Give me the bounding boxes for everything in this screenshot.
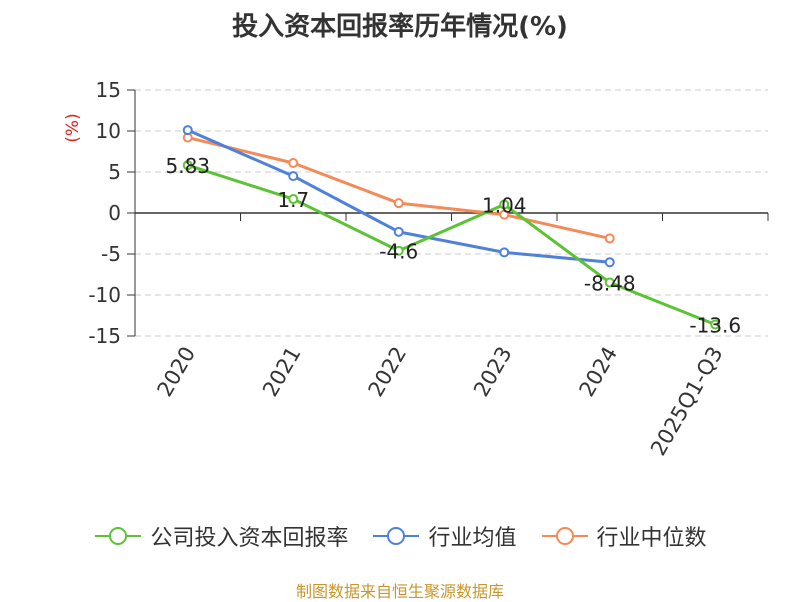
data-point-industry-mean xyxy=(604,257,615,268)
data-point-industry-mean xyxy=(182,125,193,136)
x-tick-label: 2021 xyxy=(258,343,306,401)
chart-title: 投入资本回报率历年情况(%) xyxy=(232,12,568,42)
legend: 公司投入资本回报率 行业均值 行业中位数 xyxy=(0,520,800,552)
data-point-industry-mean xyxy=(288,171,299,182)
legend-marker-industry-median xyxy=(541,527,588,545)
data-point-industry-median xyxy=(604,233,615,244)
data-point-industry-median xyxy=(288,157,299,168)
data-point-company xyxy=(604,277,615,288)
y-axis-label: (%) xyxy=(63,113,83,142)
x-tick-label: 2022 xyxy=(364,343,412,401)
legend-marker-company xyxy=(95,527,142,545)
legend-label-industry-mean: 行业均值 xyxy=(428,526,517,551)
data-point-company xyxy=(393,245,404,256)
y-tick-label: -10 xyxy=(88,283,121,307)
series-line-industry-median xyxy=(187,136,611,240)
data-point-company xyxy=(182,160,193,171)
x-tick-label: 2020 xyxy=(153,343,201,401)
y-tick-label: 5 xyxy=(108,160,121,184)
legend-label-industry-median: 行业中位数 xyxy=(596,526,707,551)
y-tick-label: 0 xyxy=(108,201,121,225)
data-label: 1.7 xyxy=(277,188,309,212)
legend-marker-industry-mean xyxy=(373,527,420,545)
x-tick-label: 2025Q1-Q3 xyxy=(646,343,728,460)
data-label: -13.6 xyxy=(689,314,741,338)
x-tick-label: 2024 xyxy=(575,343,623,401)
legend-item-industry-mean[interactable]: 行业均值 xyxy=(371,520,517,552)
legend-item-company[interactable]: 公司投入资本回报率 xyxy=(93,520,348,552)
y-tick-label: -5 xyxy=(101,242,121,266)
x-tick-label: 2023 xyxy=(469,343,517,401)
source-note: 制图数据来自恒生聚源数据库 xyxy=(295,582,504,601)
legend-item-industry-median[interactable]: 行业中位数 xyxy=(540,520,707,552)
data-point-industry-median xyxy=(499,209,510,220)
series-line-company xyxy=(187,163,716,326)
y-tick-label: -15 xyxy=(88,324,121,348)
legend-label-company: 公司投入资本回报率 xyxy=(150,526,349,551)
data-point-industry-median xyxy=(393,198,404,209)
data-point-company xyxy=(288,194,299,205)
data-label: -4.6 xyxy=(379,240,418,264)
data-label: 1.04 xyxy=(482,193,527,217)
data-point-industry-mean xyxy=(393,226,404,237)
data-label: 5.83 xyxy=(165,154,210,178)
data-point-company xyxy=(710,319,721,330)
data-point-industry-mean xyxy=(499,247,510,258)
data-label: -8.48 xyxy=(584,272,636,296)
data-point-company xyxy=(499,199,510,210)
y-tick-label: 15 xyxy=(96,78,121,102)
y-tick-label: 10 xyxy=(96,119,121,143)
